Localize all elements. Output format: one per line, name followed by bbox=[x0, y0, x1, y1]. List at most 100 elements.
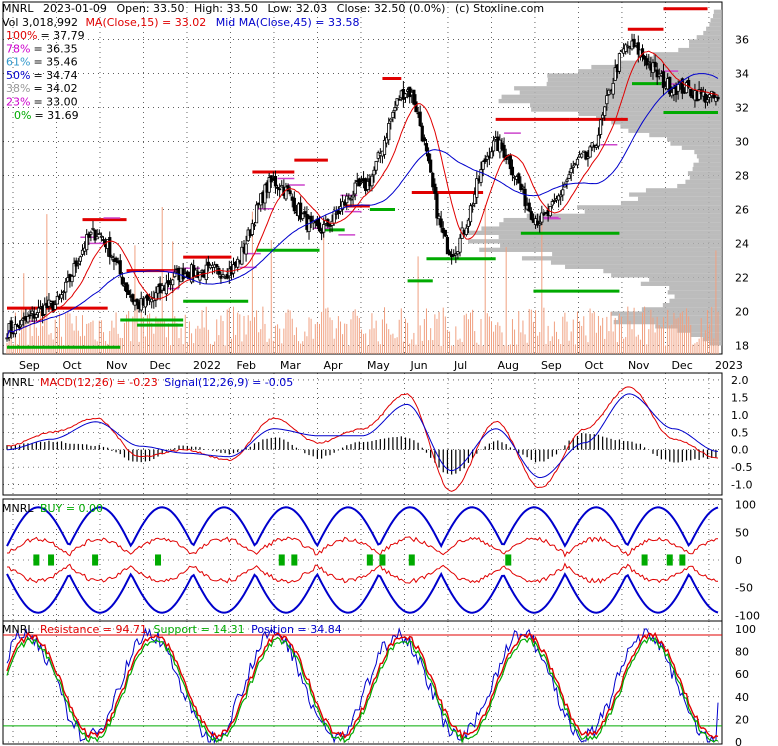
profile-bar bbox=[628, 128, 722, 133]
profile-bar bbox=[678, 47, 722, 53]
main-ticker: MNRL bbox=[2, 2, 34, 15]
candle-body bbox=[387, 123, 391, 141]
candle-body bbox=[99, 235, 103, 238]
candle-body bbox=[636, 42, 640, 55]
candle-body bbox=[80, 249, 85, 255]
profile-bar bbox=[649, 277, 722, 282]
candle-body bbox=[303, 211, 307, 215]
position-d-line bbox=[6, 636, 719, 744]
candle-body bbox=[661, 71, 666, 88]
fib-level-label: 50% = 34.74 bbox=[6, 69, 78, 82]
candle-body bbox=[559, 194, 563, 198]
profile-bar bbox=[577, 205, 722, 210]
candle-body bbox=[414, 101, 418, 113]
candle-body bbox=[523, 188, 527, 207]
candle-body bbox=[418, 111, 422, 127]
candle-body bbox=[521, 186, 525, 189]
candle-body bbox=[164, 282, 168, 295]
candle-body bbox=[351, 194, 355, 198]
macd-tick-label: 2.0 bbox=[731, 374, 749, 387]
candle-body bbox=[284, 186, 288, 200]
profile-bar bbox=[669, 285, 722, 291]
buy-signal bbox=[291, 554, 298, 566]
profile-bar bbox=[690, 332, 722, 337]
candle-body bbox=[70, 275, 74, 283]
macd-lines bbox=[6, 386, 719, 492]
candle-body bbox=[263, 184, 267, 204]
ma45-line bbox=[6, 73, 719, 338]
date-tick-label: 2022 bbox=[193, 359, 221, 372]
candle-body bbox=[173, 271, 177, 277]
position-tick-label: 20 bbox=[735, 713, 749, 726]
candle-body bbox=[55, 295, 59, 305]
main-open: Open: 33.50 bbox=[116, 2, 184, 15]
main-close: Close: 32.50 (0.0%) bbox=[337, 2, 446, 15]
profile-bar bbox=[662, 302, 722, 308]
candle-body bbox=[108, 237, 112, 258]
candle-body bbox=[569, 168, 573, 174]
candle-body bbox=[15, 324, 20, 327]
candle-body bbox=[420, 125, 424, 142]
resistance-value: Resistance = 94.71 bbox=[40, 623, 147, 636]
profile-bar bbox=[667, 290, 722, 295]
candle-body bbox=[133, 300, 137, 306]
price-tick-label: 22 bbox=[735, 271, 749, 284]
candle-body bbox=[489, 151, 494, 159]
price-grid bbox=[3, 2, 722, 354]
date-tick-label: Jun bbox=[409, 359, 427, 372]
buy-signal bbox=[278, 554, 285, 566]
candle-body bbox=[391, 111, 395, 119]
candle-body bbox=[206, 261, 210, 266]
profile-bar bbox=[547, 77, 722, 82]
candle-body bbox=[9, 320, 13, 334]
candle-body bbox=[275, 186, 280, 189]
date-tick-label: Dec bbox=[671, 359, 692, 372]
candle-body bbox=[127, 290, 131, 295]
position-lines bbox=[3, 627, 722, 744]
candle-body bbox=[286, 185, 290, 192]
position-title: MNRL Resistance = 94.71 Support = 14.31 … bbox=[2, 623, 342, 636]
candle-body bbox=[307, 218, 311, 233]
candle-body bbox=[225, 274, 229, 279]
candle-body bbox=[716, 96, 720, 100]
candle-body bbox=[439, 218, 443, 228]
candle-body bbox=[580, 153, 584, 158]
position-panel: 100 80 60 40 20 0 bbox=[3, 621, 756, 746]
profile-bar bbox=[698, 158, 722, 163]
candle-body bbox=[5, 337, 9, 340]
profile-bar bbox=[689, 175, 722, 180]
candle-body bbox=[605, 95, 609, 105]
candle-body bbox=[78, 256, 83, 262]
candle-body bbox=[101, 239, 106, 241]
candle-body bbox=[611, 82, 615, 95]
main-low: Low: 32.03 bbox=[268, 2, 328, 15]
profile-bar bbox=[670, 141, 722, 146]
candle-body bbox=[299, 202, 303, 220]
macd-title: MNRL MACD(12,26) = -0.23 Signal(12,26,9)… bbox=[2, 376, 293, 389]
profile-bar bbox=[610, 311, 722, 316]
candle-body bbox=[267, 177, 271, 193]
candle-body bbox=[557, 195, 561, 201]
candle-body bbox=[317, 222, 322, 232]
position-line bbox=[6, 627, 719, 744]
candle-body bbox=[336, 210, 340, 215]
candle-body bbox=[655, 69, 659, 78]
st-frame bbox=[2, 620, 723, 745]
candle-body bbox=[343, 201, 347, 206]
macd-frame bbox=[2, 372, 723, 496]
fib-value: = 33.00 bbox=[33, 96, 77, 109]
profile-bar bbox=[696, 35, 722, 40]
candle-body bbox=[340, 201, 345, 210]
profile-bar bbox=[503, 217, 722, 223]
candle-body bbox=[288, 190, 292, 195]
candle-body bbox=[89, 231, 93, 235]
buy-tick-label: -100 bbox=[735, 609, 760, 622]
candle-body bbox=[466, 219, 471, 227]
fib-level-label: 23% = 33.00 bbox=[6, 96, 78, 109]
buy-signal bbox=[641, 554, 648, 566]
profile-bar bbox=[667, 137, 722, 142]
fib-level-label: 78% = 36.35 bbox=[6, 42, 78, 55]
fib-pct: 61% bbox=[6, 56, 30, 69]
candle-body bbox=[64, 281, 68, 293]
